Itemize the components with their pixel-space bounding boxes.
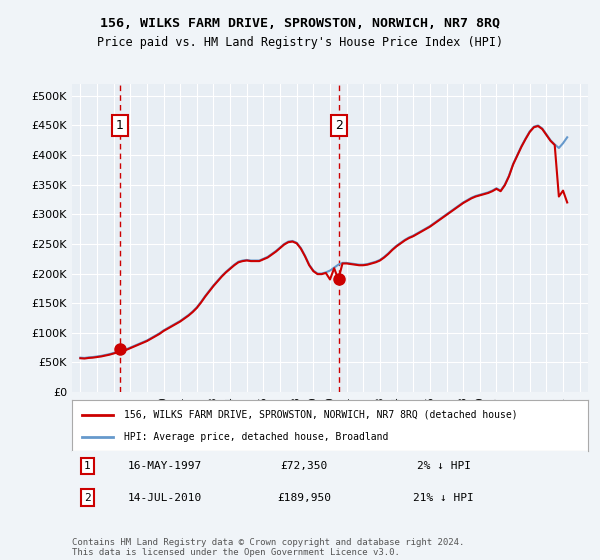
Text: 2: 2 (335, 119, 343, 132)
Text: 14-JUL-2010: 14-JUL-2010 (128, 493, 202, 503)
Text: 156, WILKS FARM DRIVE, SPROWSTON, NORWICH, NR7 8RQ: 156, WILKS FARM DRIVE, SPROWSTON, NORWIC… (100, 17, 500, 30)
Text: £72,350: £72,350 (281, 461, 328, 471)
Text: Contains HM Land Registry data © Crown copyright and database right 2024.
This d: Contains HM Land Registry data © Crown c… (72, 538, 464, 557)
Text: £189,950: £189,950 (277, 493, 331, 503)
Text: 2: 2 (84, 493, 91, 503)
Text: Price paid vs. HM Land Registry's House Price Index (HPI): Price paid vs. HM Land Registry's House … (97, 36, 503, 49)
Text: 16-MAY-1997: 16-MAY-1997 (128, 461, 202, 471)
Text: 2% ↓ HPI: 2% ↓ HPI (416, 461, 470, 471)
Text: 21% ↓ HPI: 21% ↓ HPI (413, 493, 474, 503)
Text: 1: 1 (116, 119, 124, 132)
Text: 1: 1 (84, 461, 91, 471)
Text: HPI: Average price, detached house, Broadland: HPI: Average price, detached house, Broa… (124, 432, 388, 442)
Text: 156, WILKS FARM DRIVE, SPROWSTON, NORWICH, NR7 8RQ (detached house): 156, WILKS FARM DRIVE, SPROWSTON, NORWIC… (124, 409, 517, 419)
